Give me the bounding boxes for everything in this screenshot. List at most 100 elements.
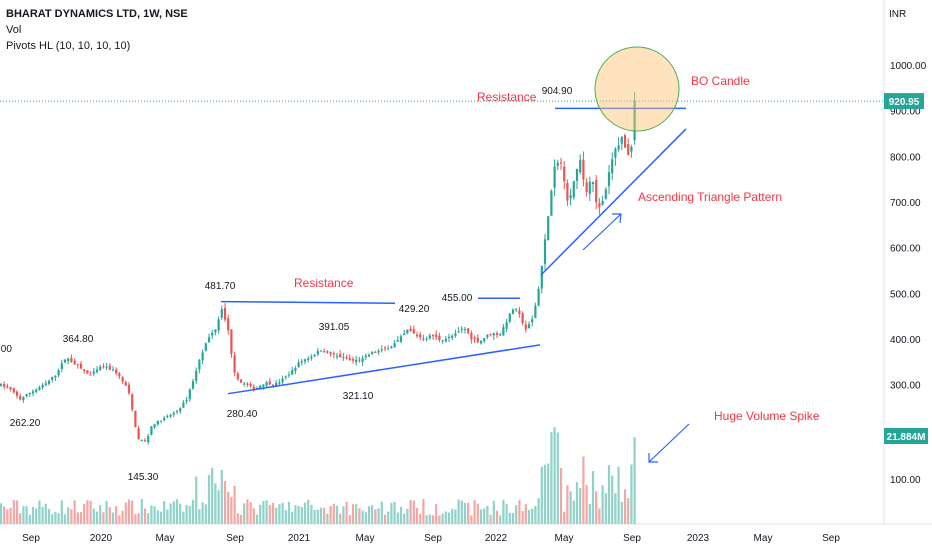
volume-bar — [179, 503, 182, 524]
volume-bar — [351, 504, 355, 524]
price-tick-label: 500.00 — [890, 289, 921, 300]
pivots-legend: Pivots HL (10, 10, 10, 10) — [6, 40, 131, 52]
volume-bar — [614, 493, 617, 524]
volume-bar — [268, 504, 271, 524]
candle-body — [259, 385, 262, 390]
candle-body — [396, 340, 399, 342]
candle-body — [207, 337, 211, 343]
volume-bar — [332, 504, 335, 524]
volume-bar — [35, 508, 38, 524]
candle-body — [579, 159, 582, 173]
volume-bar — [524, 504, 527, 524]
volume-bar — [511, 513, 515, 524]
price-tick-label: 300.00 — [890, 381, 921, 392]
volume-bar — [435, 504, 438, 524]
volume-bar — [15, 500, 19, 524]
candle-body — [623, 135, 627, 148]
pivot-label: 429.20 — [399, 304, 430, 315]
candle-body — [425, 338, 428, 340]
volume-bar — [12, 500, 15, 524]
volume-bar — [195, 476, 198, 524]
volume-bar — [287, 501, 291, 524]
candle-body — [239, 379, 243, 383]
volume-bar — [281, 502, 284, 524]
volume-bar — [457, 499, 460, 524]
candle-body — [115, 369, 118, 374]
volume-bar — [28, 514, 31, 524]
candle-body — [153, 424, 156, 428]
candle-body — [329, 352, 332, 355]
volume-bar — [483, 508, 486, 524]
triangle-arrow-line — [582, 213, 622, 251]
volume-bar — [76, 512, 79, 524]
volume-bar — [399, 506, 403, 524]
bo-candle-highlight — [594, 46, 680, 132]
volume-bar — [25, 506, 28, 524]
price-tick-label: 900.00 — [890, 107, 921, 118]
last-price-badge — [884, 93, 924, 110]
volume-bar — [611, 475, 614, 524]
candle-body — [499, 334, 502, 336]
candle-body — [403, 333, 406, 336]
candle-body — [294, 368, 297, 371]
volume-bar — [57, 513, 60, 524]
candle-body — [630, 146, 633, 152]
candle-body — [585, 182, 588, 193]
volume-bar — [604, 493, 607, 524]
volume-bar — [371, 505, 374, 524]
price-tick-label: 700.00 — [890, 198, 921, 209]
volume-legend: Vol — [6, 24, 22, 36]
volume-bar — [502, 499, 505, 524]
candle-body — [438, 335, 441, 341]
volume-bar — [518, 499, 521, 524]
candle-body — [313, 354, 316, 357]
volume-bar — [105, 500, 108, 524]
pivot-label: 321.10 — [343, 391, 374, 402]
candle-body — [297, 362, 300, 367]
annotation-text: Resistance — [294, 276, 354, 290]
volume-bar — [531, 508, 534, 524]
candle-body — [483, 338, 486, 342]
volume-bar — [307, 499, 310, 524]
time-axis-label: May — [754, 533, 773, 544]
candle-body — [105, 366, 108, 368]
volume-bar — [409, 499, 412, 524]
candle-body — [223, 307, 227, 320]
candle-body — [489, 334, 492, 336]
candle-body — [9, 387, 12, 390]
candle-body — [150, 426, 153, 435]
volume-bar — [540, 466, 543, 524]
candle-body — [246, 383, 249, 385]
candle-body — [431, 334, 435, 336]
volume-bar — [582, 456, 585, 524]
candle-body — [348, 358, 351, 360]
volume-bar — [95, 511, 99, 524]
candle-body — [99, 366, 102, 370]
volume-bar — [422, 498, 425, 524]
volume-bar — [617, 466, 620, 524]
candle-body — [63, 359, 67, 363]
candle-body — [303, 359, 307, 362]
volume-bar — [489, 514, 492, 524]
candle-body — [67, 358, 70, 361]
volume-bar — [108, 507, 111, 524]
volume-bar — [390, 502, 393, 524]
volume-bar — [63, 514, 67, 524]
volume-bar — [326, 513, 329, 524]
volume-bar — [444, 511, 447, 524]
price-tick-label: 1000.00 — [890, 61, 927, 72]
candle-body — [198, 360, 201, 370]
candle-body — [575, 168, 579, 181]
candle-body — [531, 319, 534, 323]
volume-bar — [569, 491, 572, 524]
volume-bar — [598, 508, 601, 524]
candle-body — [441, 340, 444, 342]
chart-legend: BHARAT DYNAMICS LTD, 1W, NSE Vol Pivots … — [6, 6, 188, 54]
volume-bar — [134, 514, 137, 524]
volume-bar — [553, 427, 556, 524]
volume-bar — [537, 498, 540, 524]
pivot-label-cut: .00 — [0, 344, 12, 355]
volume-bar — [406, 508, 409, 524]
volume-bar — [412, 500, 415, 524]
